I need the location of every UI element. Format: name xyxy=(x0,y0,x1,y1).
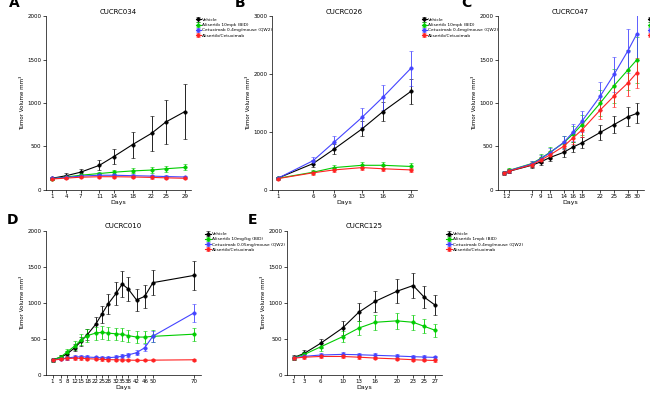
X-axis label: Days: Days xyxy=(337,200,352,205)
Title: CUCRC026: CUCRC026 xyxy=(326,9,363,15)
Legend: Vehicle, Alisertib 10mg/kg (BID), Cetuximab 0.4mg/mouse (QW2), Alisertib/Cetuxim: Vehicle, Alisertib 10mg/kg (BID), Cetuxi… xyxy=(646,16,650,39)
Text: B: B xyxy=(235,0,246,10)
X-axis label: Days: Days xyxy=(111,200,126,205)
Y-axis label: Tumor Volume mm³: Tumor Volume mm³ xyxy=(261,276,266,330)
Y-axis label: Tumor Volume mm³: Tumor Volume mm³ xyxy=(20,76,25,130)
Title: CUCRC125: CUCRC125 xyxy=(346,223,383,229)
Y-axis label: Tumor Volume mm³: Tumor Volume mm³ xyxy=(472,76,476,130)
Text: C: C xyxy=(462,0,471,10)
X-axis label: Days: Days xyxy=(356,386,372,391)
Y-axis label: Tumor Volume mm³: Tumor Volume mm³ xyxy=(20,276,25,330)
Title: CUCRC010: CUCRC010 xyxy=(105,223,142,229)
Text: A: A xyxy=(9,0,20,10)
Y-axis label: Tumor Volume mm³: Tumor Volume mm³ xyxy=(246,76,251,130)
Legend: Vehicle, Alisertib 10mpk (BID), Cetuximab 0.4mg/mouse (QW2), Alisertib/Cetuximab: Vehicle, Alisertib 10mpk (BID), Cetuxima… xyxy=(194,16,274,39)
Legend: Vehicle, Alisertib 1mpk (BID), Cetuximab 0.4mg/mouse (QW2), Alisertib/Cetuximab: Vehicle, Alisertib 1mpk (BID), Cetuximab… xyxy=(445,231,525,253)
X-axis label: Days: Days xyxy=(563,200,578,205)
Text: E: E xyxy=(248,213,257,227)
Title: CUCRC047: CUCRC047 xyxy=(552,9,589,15)
Legend: Vehicle, Alisertib 10mpk (BID), Cetuximab 0.4mg/mouse (QW2), Alisertib/Cetuximab: Vehicle, Alisertib 10mpk (BID), Cetuxima… xyxy=(421,16,500,39)
Text: D: D xyxy=(6,213,18,227)
Legend: Vehicle, Alisertib 10mg/kg (BID), Cetuximab 0.05mg/mouse (QW2), Alisertib/Cetuxi: Vehicle, Alisertib 10mg/kg (BID), Cetuxi… xyxy=(204,231,287,253)
X-axis label: Days: Days xyxy=(115,386,131,391)
Title: CUCRC034: CUCRC034 xyxy=(100,9,137,15)
